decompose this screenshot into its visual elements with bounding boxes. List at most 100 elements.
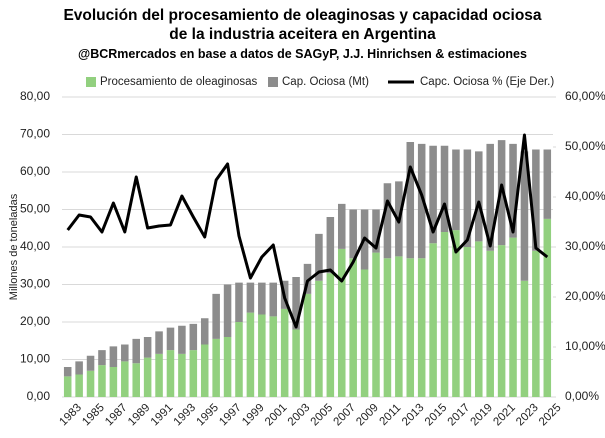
bar-segment	[212, 338, 220, 397]
legend-swatch	[86, 77, 96, 87]
bar-segment	[178, 353, 186, 397]
bar-segment	[520, 151, 529, 281]
x-tick-label: 2013	[400, 402, 427, 429]
bar-segment	[417, 143, 426, 259]
y2-tick-label: 0,00%	[565, 389, 599, 403]
bar-segment	[246, 282, 255, 313]
bar-segment	[292, 277, 300, 330]
bar-segment	[86, 370, 95, 397]
chart-subtitle: @BCRmercados en base a datos de SAGyP, J…	[78, 47, 527, 61]
y2-tick-label: 40,00%	[565, 189, 605, 203]
bar-segment	[463, 149, 472, 247]
y-tick-label: 20,00	[20, 314, 50, 328]
y2-tick-label: 50,00%	[565, 139, 605, 153]
bar-segment	[143, 337, 152, 358]
y2-tick-label: 30,00%	[565, 239, 605, 253]
x-tick-label: 1989	[126, 402, 153, 429]
chart-title: Evolución del procesamiento de oleaginos…	[63, 7, 542, 43]
bar-segment	[532, 149, 540, 251]
x-tick-label: 2009	[354, 402, 381, 429]
x-tick-label: 1999	[240, 402, 267, 429]
bar-segment	[269, 282, 278, 317]
bar-segment	[235, 282, 243, 322]
bar-segment	[280, 308, 289, 397]
x-tick-label: 1987	[103, 402, 130, 429]
bar-segment	[326, 273, 335, 397]
x-tick-label: 2015	[423, 402, 450, 429]
x-tick-label: 2003	[286, 402, 313, 429]
bar-segment	[75, 374, 83, 397]
bar-segment	[143, 357, 152, 397]
bar-segment	[497, 245, 506, 397]
bar-segment	[303, 293, 312, 397]
bar-segment	[189, 350, 198, 397]
x-tick-label: 1991	[149, 402, 176, 429]
x-tick-label: 2025	[537, 402, 564, 429]
bar-segment	[63, 367, 72, 377]
y-tick-label: 60,00	[20, 164, 50, 178]
y2-tick-label: 60,00%	[565, 89, 605, 103]
bar-segment	[372, 252, 380, 397]
bar-segment	[121, 361, 129, 397]
line	[66, 133, 549, 329]
bar-segment	[121, 344, 129, 362]
bar-segment	[155, 353, 163, 397]
bar-segment	[246, 312, 255, 397]
bar-segment	[189, 323, 198, 351]
bar-segment	[463, 247, 472, 397]
bar-segment	[337, 248, 346, 397]
bar-segment	[98, 350, 106, 366]
bar-segment	[212, 293, 220, 339]
bar-segment	[406, 258, 415, 397]
x-tick-label: 2023	[514, 402, 541, 429]
bar-segment	[258, 314, 266, 397]
bar-segment	[429, 145, 437, 244]
y-tick-label: 10,00	[20, 352, 50, 366]
x-tick-label: 2001	[263, 402, 290, 429]
legend-swatch	[268, 77, 278, 87]
x-tick-label: 1985	[80, 402, 107, 429]
bar-segment	[98, 365, 106, 397]
x-tick-label: 2019	[469, 402, 496, 429]
x-tick-label: 2007	[331, 402, 358, 429]
bar-segment	[86, 355, 95, 371]
bar-segment	[75, 361, 83, 375]
y-tick-label: 40,00	[20, 239, 50, 253]
y-tick-label: 70,00	[20, 127, 50, 141]
bar-segment	[109, 346, 118, 367]
x-tick-label: 1995	[194, 402, 221, 429]
y-axis-label: Millones de toneladas	[8, 193, 20, 300]
bar-segment	[543, 218, 552, 397]
bar-segment	[315, 280, 323, 397]
bar-segment	[326, 217, 335, 274]
bar-segment	[235, 322, 243, 397]
y2-tick-label: 10,00%	[565, 339, 605, 353]
bar-segment	[223, 337, 232, 397]
bar-segment	[486, 143, 494, 251]
bar-segment	[269, 316, 278, 397]
bar-segment	[417, 258, 426, 397]
bar-segment	[532, 250, 540, 397]
bar-segment	[63, 376, 72, 397]
legend-label: Capc. Ociosa % (Eje Der.)	[420, 76, 554, 88]
bar-segment	[132, 338, 140, 364]
legend-label: Cap. Ociosa (Mt)	[282, 76, 369, 88]
bar-segment	[166, 327, 175, 351]
bar-segment	[178, 325, 186, 354]
bar-segment	[395, 256, 403, 397]
bar-segment	[349, 258, 357, 397]
legend-label: Procesamiento de oleaginosas	[100, 76, 258, 88]
bar-segment	[349, 209, 357, 259]
y-tick-label: 80,00	[20, 89, 50, 103]
bar-segment	[475, 151, 483, 242]
bar-segment	[132, 363, 140, 397]
bar-segment	[520, 280, 529, 397]
x-tick-label: 1983	[57, 402, 84, 429]
bar-segment	[200, 318, 209, 345]
bar-segment	[383, 258, 392, 397]
bar-segment	[292, 329, 300, 397]
bar-segment	[509, 143, 517, 238]
bar-segment	[452, 149, 460, 231]
bar-segment	[440, 145, 449, 232]
